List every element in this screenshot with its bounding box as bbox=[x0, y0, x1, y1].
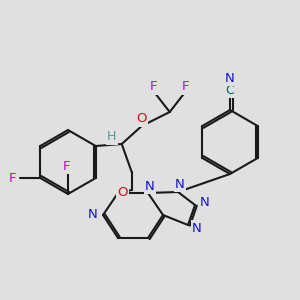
Text: O: O bbox=[136, 112, 147, 125]
Text: N: N bbox=[88, 208, 98, 221]
Text: F: F bbox=[182, 80, 190, 94]
Text: N: N bbox=[192, 221, 202, 235]
Text: N: N bbox=[145, 179, 155, 193]
Text: N: N bbox=[225, 71, 235, 85]
Text: F: F bbox=[63, 160, 71, 172]
Text: F: F bbox=[8, 172, 16, 184]
Text: N: N bbox=[175, 178, 185, 190]
Text: N: N bbox=[200, 196, 210, 209]
Text: F: F bbox=[150, 80, 158, 94]
Text: O: O bbox=[118, 185, 128, 199]
Text: H: H bbox=[107, 130, 116, 143]
Text: C: C bbox=[226, 83, 234, 97]
